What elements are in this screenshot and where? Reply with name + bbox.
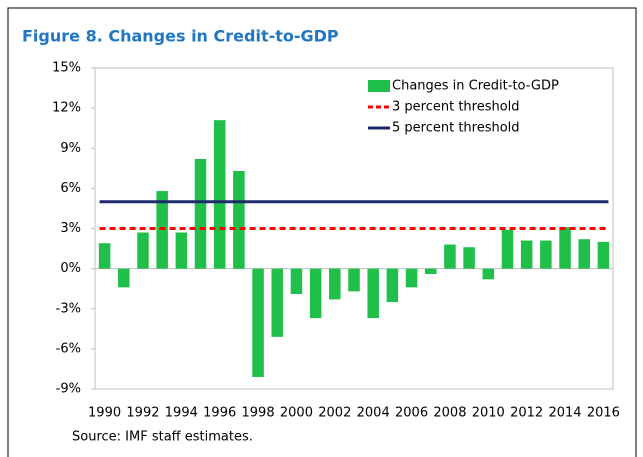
- bar: [175, 232, 188, 269]
- bar: [118, 268, 130, 288]
- x-tick-label: 2012: [510, 406, 543, 421]
- bar: [194, 158, 207, 269]
- x-tick-label: 2006: [395, 406, 428, 421]
- y-tick-label: 6%: [60, 181, 81, 196]
- x-tick-label: 2002: [318, 406, 351, 421]
- y-tick-label: 9%: [60, 141, 81, 156]
- bar: [98, 243, 111, 269]
- legend-label: 3 percent threshold: [392, 100, 520, 115]
- x-tick-label: 2010: [472, 406, 505, 421]
- legend-label: 5 percent threshold: [392, 121, 520, 136]
- bar: [520, 240, 533, 269]
- chart-title: Figure 8. Changes in Credit-to-GDP: [22, 27, 339, 46]
- bar: [213, 120, 226, 269]
- y-tick-label: 0%: [60, 261, 81, 276]
- x-tick-label: 1996: [203, 406, 236, 421]
- bar: [501, 229, 514, 269]
- y-tick-label: -6%: [56, 341, 81, 356]
- x-tick-label: 2014: [548, 406, 581, 421]
- bar: [329, 268, 341, 300]
- y-tick-label: 12%: [52, 101, 81, 116]
- bar: [578, 239, 590, 269]
- bar: [290, 268, 303, 295]
- bar: [424, 268, 437, 274]
- frame: [7, 7, 637, 457]
- bar: [386, 268, 399, 303]
- x-tick-label: 1998: [242, 406, 275, 421]
- source-note: Source: IMF staff estimates.: [72, 430, 253, 445]
- bar: [597, 241, 610, 269]
- y-tick-label: -3%: [56, 301, 81, 316]
- bar: [444, 244, 456, 269]
- y-tick-label: -9%: [56, 382, 81, 397]
- bar: [405, 268, 418, 288]
- bar: [271, 268, 284, 337]
- x-tick-label: 2000: [280, 406, 313, 421]
- bar: [137, 232, 149, 269]
- bar: [367, 268, 379, 319]
- x-tick-label: 1992: [126, 406, 159, 421]
- bar: [233, 170, 245, 269]
- y-tick-label: 15%: [52, 61, 81, 76]
- y-tick-label: 3%: [60, 221, 81, 236]
- legend-label: Changes in Credit-to-GDP: [392, 79, 559, 94]
- bar: [252, 268, 264, 377]
- x-tick-label: 1990: [88, 406, 121, 421]
- x-tick-label: 2016: [587, 406, 620, 421]
- bar: [463, 247, 475, 269]
- x-tick-label: 1994: [165, 406, 198, 421]
- legend-swatch: [368, 80, 390, 92]
- bar: [540, 240, 552, 269]
- x-tick-label: 2004: [357, 406, 390, 421]
- bar: [309, 268, 322, 319]
- bar: [482, 268, 495, 280]
- bar: [559, 227, 571, 269]
- x-tick-label: 2008: [433, 406, 466, 421]
- bar: [348, 268, 360, 292]
